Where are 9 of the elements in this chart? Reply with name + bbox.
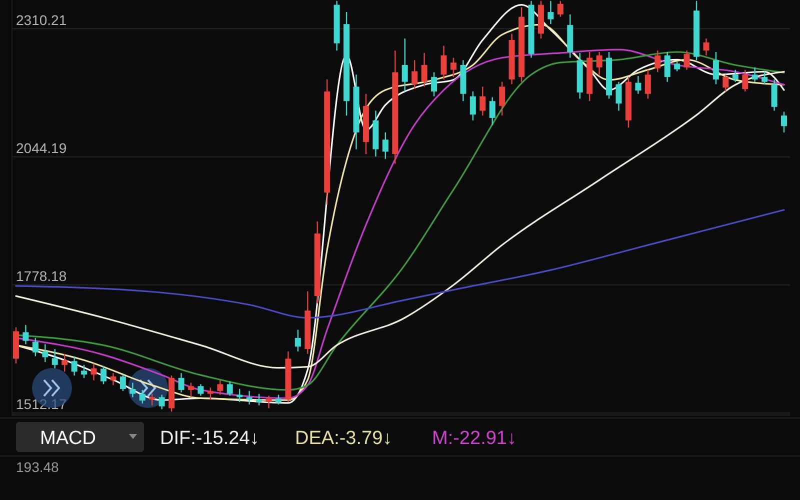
text: DIF:-15.24↓ — [160, 428, 260, 449]
y-tick-label: 1778.18 — [16, 268, 67, 284]
text: M:-22.91↓ — [432, 428, 516, 449]
text: MACD — [40, 428, 96, 449]
y-tick-label: 1512.17 — [16, 396, 67, 412]
text: DEA:-3.79↓ — [295, 428, 392, 449]
y-tick-label: 2310.21 — [16, 12, 67, 28]
y-tick-label: 2044.19 — [16, 140, 67, 156]
text: 193.48 — [16, 459, 60, 475]
